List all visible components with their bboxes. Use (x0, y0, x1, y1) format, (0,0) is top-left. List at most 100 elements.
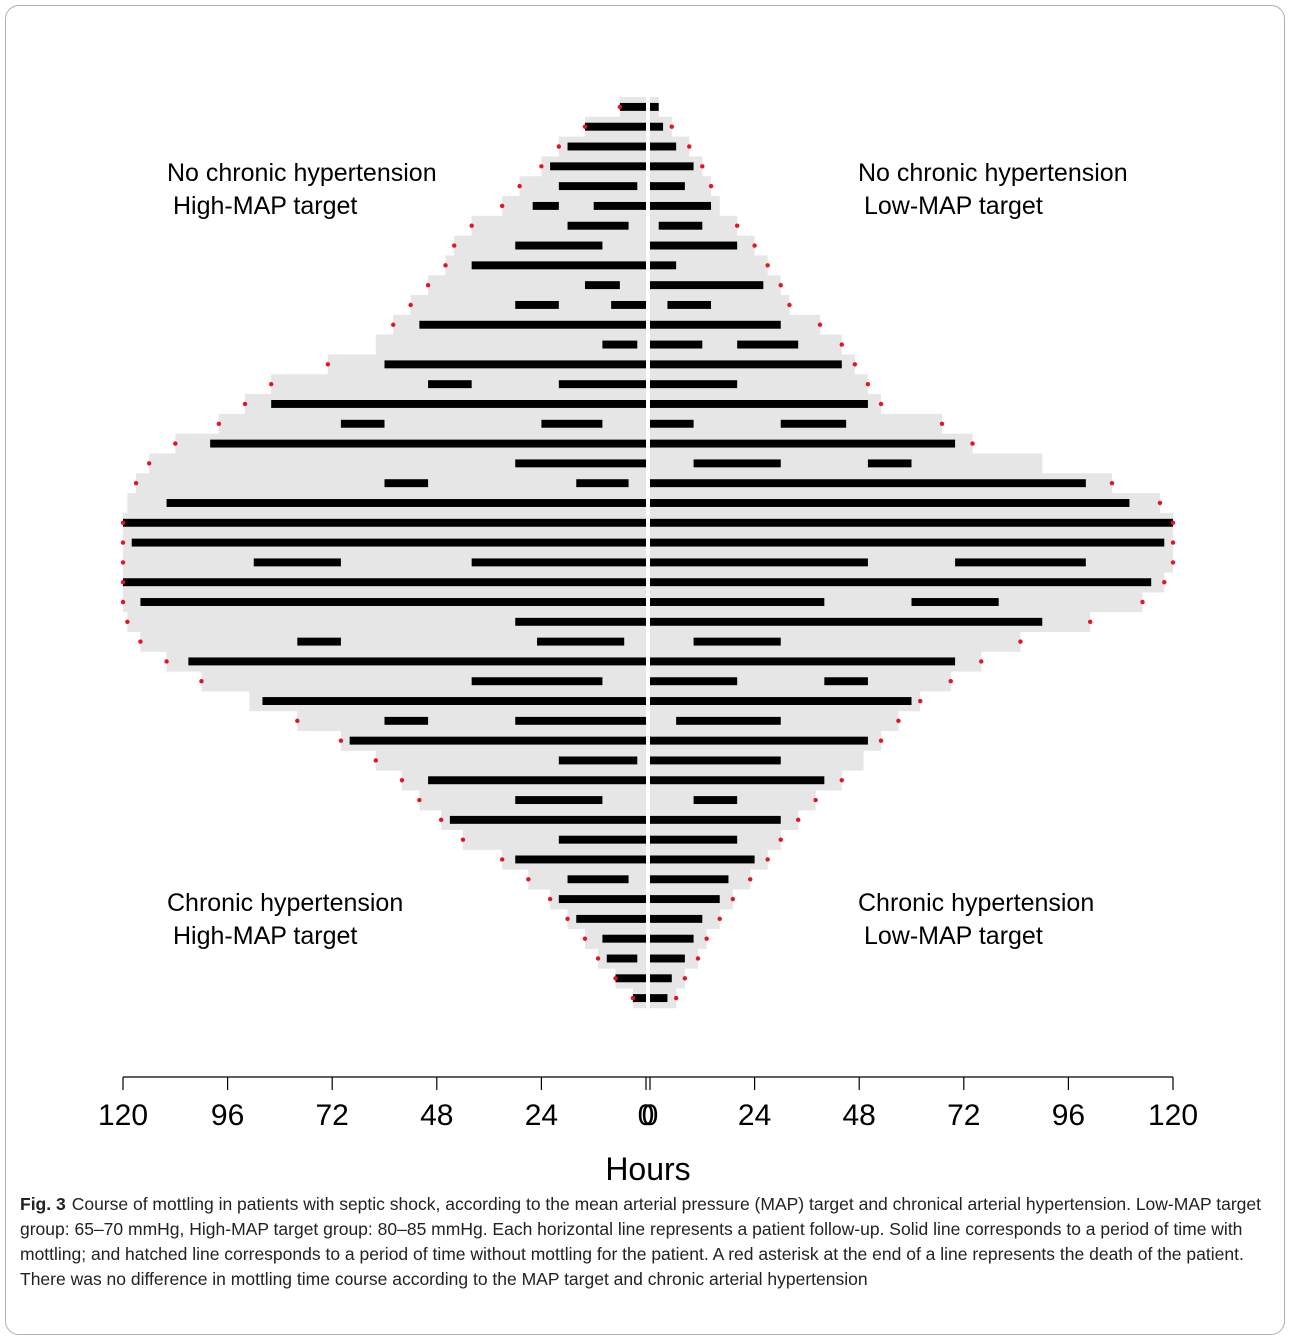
mottling (650, 102, 659, 111)
mottling (602, 934, 646, 943)
mottling (650, 855, 755, 864)
caption-text: Course of mottling in patients with sept… (20, 1194, 1261, 1289)
death-marker (1157, 500, 1163, 506)
death-marker (443, 263, 448, 268)
mottling (650, 776, 825, 785)
mottling (650, 598, 825, 606)
death-marker (120, 560, 126, 565)
death-marker (425, 282, 431, 288)
death-marker (120, 599, 126, 605)
mottling (576, 914, 646, 923)
death-marker (120, 520, 126, 525)
follow-up (123, 552, 646, 573)
x-tick-label: 48 (420, 1099, 453, 1132)
mottling (558, 895, 646, 904)
mottling (619, 102, 646, 111)
mottling (131, 538, 646, 547)
death-marker (164, 659, 169, 664)
death-marker (839, 342, 844, 347)
death-marker (839, 778, 844, 783)
group-label: No chronic hypertension (858, 159, 1128, 187)
mottling (471, 677, 603, 686)
mottling (471, 261, 646, 270)
mottling (253, 558, 341, 567)
mottling (650, 360, 842, 369)
death-marker (687, 144, 692, 149)
mottling (419, 320, 646, 329)
death-marker (582, 124, 588, 129)
mottling (515, 716, 646, 725)
death-marker (547, 896, 553, 902)
mottling (471, 558, 646, 567)
death-marker (717, 916, 722, 922)
mottling (210, 439, 646, 448)
death-marker (120, 540, 126, 545)
death-marker (1018, 639, 1023, 644)
death-marker (1087, 619, 1093, 625)
follow-up (650, 552, 1173, 573)
group-label: Low-MAP target (864, 922, 1043, 950)
mottling (349, 736, 646, 745)
mottling (650, 340, 703, 349)
death-marker (173, 441, 178, 446)
death-marker (1109, 480, 1115, 486)
mottling (867, 459, 912, 468)
mottling (737, 340, 799, 349)
death-marker (630, 995, 636, 1001)
death-marker (813, 797, 818, 803)
follow-up (650, 592, 1143, 613)
mottling (550, 162, 646, 171)
death-marker (556, 144, 562, 149)
follow-up (650, 453, 1043, 474)
death-marker (125, 619, 130, 625)
death-marker (120, 580, 126, 585)
death-marker (918, 698, 923, 704)
death-marker (852, 362, 858, 367)
death-marker (700, 164, 705, 169)
death-marker (526, 877, 531, 882)
follow-up (428, 275, 646, 296)
death-marker (765, 263, 770, 268)
mottling (650, 875, 729, 884)
mottling (676, 716, 781, 725)
mottling (340, 419, 385, 428)
x-axis-label: Hours (605, 1151, 690, 1187)
death-marker (408, 302, 413, 308)
death-marker (748, 877, 753, 882)
x-tick-label: 48 (843, 1099, 876, 1132)
death-marker (452, 243, 457, 248)
death-marker (417, 797, 422, 803)
death-marker (517, 183, 522, 189)
death-marker (708, 183, 714, 189)
death-marker (499, 203, 505, 209)
x-tick-label: 0 (642, 1099, 659, 1132)
mottling (567, 221, 629, 230)
death-marker (970, 441, 975, 446)
mottling (384, 360, 646, 369)
mottling (166, 499, 647, 507)
mottling (584, 122, 646, 131)
mottling (667, 300, 712, 309)
mottling (650, 538, 1165, 547)
death-marker (878, 738, 884, 743)
x-tick-label: 96 (211, 1099, 244, 1132)
death-marker (595, 956, 601, 961)
death-marker (778, 837, 783, 842)
mottling (123, 578, 646, 587)
death-marker (133, 480, 139, 486)
death-marker (979, 659, 984, 664)
follow-up (297, 710, 646, 732)
death-marker (1170, 540, 1176, 545)
mottling (650, 934, 694, 943)
death-marker (1140, 599, 1145, 605)
death-marker (795, 817, 801, 823)
x-tick-label: 0 (638, 1099, 655, 1132)
mottling (515, 300, 559, 309)
mottling (650, 201, 712, 210)
mottling (650, 320, 781, 329)
mottling (650, 578, 1152, 587)
mottling (650, 617, 1043, 626)
figure-frame (5, 5, 1285, 1335)
x-tick-label: 24 (738, 1099, 771, 1132)
mottling (650, 835, 738, 844)
